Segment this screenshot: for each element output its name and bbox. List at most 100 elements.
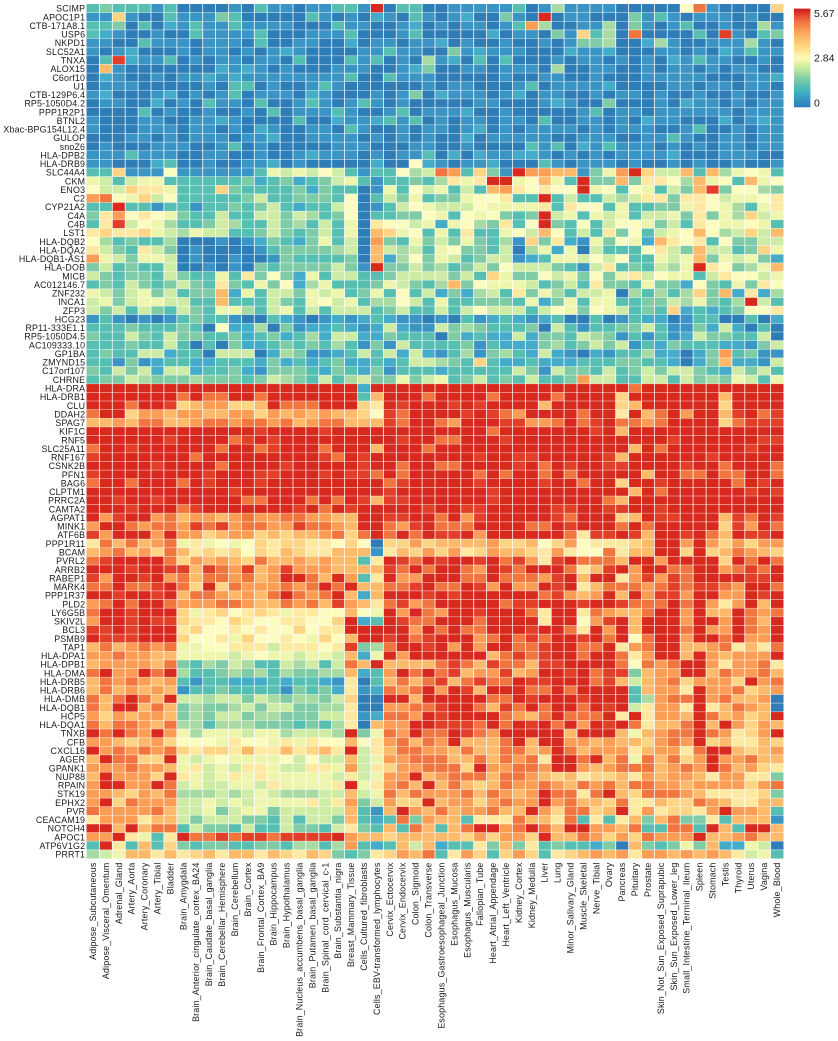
svg-text:PFN1: PFN1: [62, 470, 85, 480]
svg-text:BCL3: BCL3: [62, 625, 85, 635]
svg-text:SLC52A1: SLC52A1: [46, 47, 85, 57]
svg-text:HLA-DRB5: HLA-DRB5: [40, 677, 85, 687]
svg-text:Prostate: Prostate: [643, 863, 653, 898]
svg-text:Heart_Atrial_Appendage: Heart_Atrial_Appendage: [488, 863, 498, 964]
svg-text:HLA-DQA1: HLA-DQA1: [39, 720, 85, 730]
svg-text:EPHX2: EPHX2: [55, 798, 85, 808]
svg-text:Kidney_Cortex: Kidney_Cortex: [514, 862, 524, 923]
svg-text:Minor_Salivary_Gland: Minor_Salivary_Gland: [566, 863, 576, 954]
svg-text:5.67: 5.67: [814, 8, 835, 20]
svg-text:STK19: STK19: [57, 789, 85, 799]
svg-text:SPAG7: SPAG7: [55, 418, 85, 428]
svg-text:Esophagus_Mucosa: Esophagus_Mucosa: [449, 863, 459, 946]
svg-text:CLU: CLU: [67, 401, 85, 411]
svg-text:RPAIN: RPAIN: [58, 781, 85, 791]
svg-text:ZFP3: ZFP3: [63, 306, 85, 316]
svg-text:HLA-DMB: HLA-DMB: [44, 694, 85, 704]
svg-text:NKPD1: NKPD1: [55, 38, 86, 48]
svg-text:APOC1P1: APOC1P1: [43, 12, 85, 22]
svg-text:RABEP1: RABEP1: [49, 573, 85, 583]
svg-text:Skin_Not_Sun_Exposed_Suprapubi: Skin_Not_Sun_Exposed_Suprapubic: [656, 862, 666, 1014]
svg-text:Adipose_Visceral_Omentum: Adipose_Visceral_Omentum: [101, 863, 111, 980]
svg-text:Brain_Cerebellum: Brain_Cerebellum: [230, 863, 240, 937]
svg-text:GULOP: GULOP: [53, 133, 85, 143]
svg-text:Pituitary: Pituitary: [630, 862, 640, 896]
svg-text:NUP88: NUP88: [56, 772, 86, 782]
svg-text:HLA-DPB2: HLA-DPB2: [40, 150, 85, 160]
svg-text:Brain_Nucleus_accumbens_basal_: Brain_Nucleus_accumbens_basal_ganglia: [295, 863, 305, 1037]
svg-text:C2: C2: [73, 194, 85, 204]
svg-text:PPP1R37: PPP1R37: [45, 591, 85, 601]
svg-text:Bladder: Bladder: [165, 863, 175, 895]
svg-text:HLA-DRA: HLA-DRA: [45, 384, 85, 394]
svg-text:Artery_Coronary: Artery_Coronary: [140, 862, 150, 930]
svg-text:C4B: C4B: [67, 220, 85, 230]
svg-text:ATP6V1G2: ATP6V1G2: [40, 841, 86, 851]
svg-text:PVRL2: PVRL2: [56, 556, 85, 566]
svg-text:Brain_Hippocampus: Brain_Hippocampus: [269, 862, 279, 945]
svg-text:BCAM: BCAM: [59, 548, 85, 558]
svg-text:CYP21A2: CYP21A2: [45, 202, 85, 212]
svg-text:INCA1: INCA1: [58, 297, 85, 307]
svg-text:LY6G5B: LY6G5B: [51, 608, 85, 618]
svg-text:Brain_Anterior_cingulate_corte: Brain_Anterior_cingulate_cortex_BA24: [191, 863, 201, 1022]
svg-text:C6orf10: C6orf10: [52, 73, 85, 83]
svg-text:Brain_Substantia_nigra: Brain_Substantia_nigra: [333, 863, 343, 959]
svg-text:CTB-129P6.4: CTB-129P6.4: [29, 90, 85, 100]
svg-text:Cervix_Endocervix: Cervix_Endocervix: [398, 862, 408, 939]
svg-text:RP11-333E1.1: RP11-333E1.1: [25, 323, 85, 333]
svg-text:ARRB2: ARRB2: [55, 565, 86, 575]
svg-text:Uterus: Uterus: [746, 862, 756, 890]
svg-text:HLA-DRB6: HLA-DRB6: [40, 686, 85, 696]
svg-text:Brain_Amygdala: Brain_Amygdala: [178, 863, 188, 931]
svg-text:CXCL16: CXCL16: [51, 746, 86, 756]
svg-text:HLA-DQA2: HLA-DQA2: [39, 245, 85, 255]
svg-text:Adipose_Subcutaneous: Adipose_Subcutaneous: [88, 862, 98, 960]
svg-text:PPP1R2P1: PPP1R2P1: [39, 107, 85, 117]
svg-text:Esophagus_Gastroesophageal_Jun: Esophagus_Gastroesophageal_Junction: [437, 863, 447, 1029]
svg-text:CHRNE: CHRNE: [53, 375, 85, 385]
svg-text:ZNF232: ZNF232: [52, 289, 85, 299]
svg-text:Testis: Testis: [720, 862, 730, 886]
svg-text:Colon_Transverse: Colon_Transverse: [424, 863, 434, 938]
svg-text:CFB: CFB: [67, 737, 85, 747]
svg-text:Vagina: Vagina: [759, 863, 769, 891]
svg-text:RP5-1050D4.2: RP5-1050D4.2: [24, 99, 85, 109]
svg-text:RNF167: RNF167: [51, 453, 85, 463]
svg-text:Artery_Tibial: Artery_Tibial: [153, 863, 163, 915]
svg-text:Xbac-BPG154L12.4: Xbac-BPG154L12.4: [3, 125, 85, 135]
svg-text:HLA-DMA: HLA-DMA: [44, 668, 85, 678]
svg-text:Muscle_Skeletal: Muscle_Skeletal: [578, 863, 588, 930]
svg-text:Brain_Frontal_Cortex_BA9: Brain_Frontal_Cortex_BA9: [256, 863, 266, 973]
svg-text:PRRT1: PRRT1: [55, 850, 85, 860]
svg-text:Brain_Spinal_cord_cervical_c-1: Brain_Spinal_cord_cervical_c-1: [320, 863, 330, 993]
svg-text:Cervix_Ectocervix: Cervix_Ectocervix: [385, 862, 395, 936]
svg-text:Whole_Blood: Whole_Blood: [772, 863, 782, 918]
svg-text:Fallopian_Tube: Fallopian_Tube: [475, 863, 485, 926]
svg-text:HLA-DOB: HLA-DOB: [44, 263, 85, 273]
svg-text:GP1BA: GP1BA: [55, 349, 86, 359]
svg-text:SCIMP: SCIMP: [56, 4, 85, 14]
svg-text:Brain_Putamen_basal_ganglia: Brain_Putamen_basal_ganglia: [307, 863, 317, 989]
svg-text:HLA-DPB1: HLA-DPB1: [40, 660, 85, 670]
svg-text:Kidney_Medulla: Kidney_Medulla: [527, 863, 537, 929]
svg-text:Spleen: Spleen: [695, 863, 705, 892]
svg-text:CAMTA2: CAMTA2: [49, 504, 85, 514]
svg-text:HLA-DQB1: HLA-DQB1: [39, 703, 85, 713]
svg-text:AGER: AGER: [59, 755, 85, 765]
svg-text:CKM: CKM: [65, 176, 85, 186]
svg-text:USP6: USP6: [61, 30, 85, 40]
svg-text:DDAH2: DDAH2: [54, 409, 85, 419]
svg-text:AGPAT1: AGPAT1: [50, 513, 85, 523]
svg-text:Liver: Liver: [540, 863, 550, 883]
svg-text:PSMB9: PSMB9: [54, 634, 85, 644]
svg-text:TAP1: TAP1: [63, 642, 85, 652]
svg-text:RP5-1050D4.5: RP5-1050D4.5: [24, 332, 85, 342]
svg-text:ENO3: ENO3: [60, 185, 85, 195]
svg-text:AC012146.7: AC012146.7: [34, 280, 85, 290]
svg-text:ATF6B: ATF6B: [57, 530, 85, 540]
svg-text:Adrenal_Gland: Adrenal_Gland: [114, 863, 124, 925]
svg-text:LST1: LST1: [63, 228, 85, 238]
svg-text:PVR: PVR: [66, 806, 85, 816]
svg-text:HCP5: HCP5: [61, 712, 85, 722]
